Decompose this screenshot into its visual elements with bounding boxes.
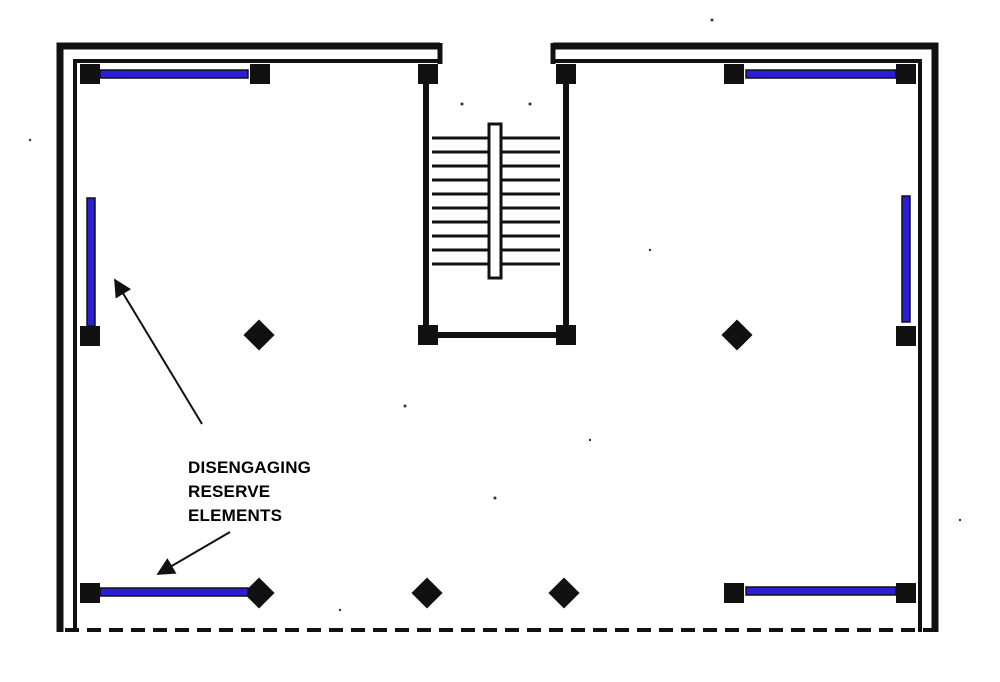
reserve-elements [87,70,910,596]
column [418,325,438,345]
column [556,325,576,345]
annotation-arrow-upper [114,278,203,425]
scan-speckle [28,18,962,612]
column [724,583,744,603]
column [548,577,580,609]
column [896,583,916,603]
column [556,64,576,84]
reserve-elements-label: DISENGAGING RESERVE ELEMENTS [188,456,311,528]
column [418,64,438,84]
column [80,64,100,84]
annotation-arrow-lower [156,531,231,575]
column [896,64,916,84]
column [724,64,744,84]
column [250,64,270,84]
exterior-wall-left-wing [56,42,443,632]
column [411,577,443,609]
column [80,583,100,603]
column [721,319,753,351]
stair-core [423,70,569,338]
column [243,319,275,351]
reserve-element-outlines [86,69,911,597]
exterior-wall-right-wing [550,42,939,632]
label-line-3: ELEMENTS [188,506,283,525]
column [80,326,100,346]
column [896,326,916,346]
stair-center-rail [487,122,503,280]
label-line-1: DISENGAGING [188,458,312,477]
label-line-2: RESERVE [188,482,271,501]
